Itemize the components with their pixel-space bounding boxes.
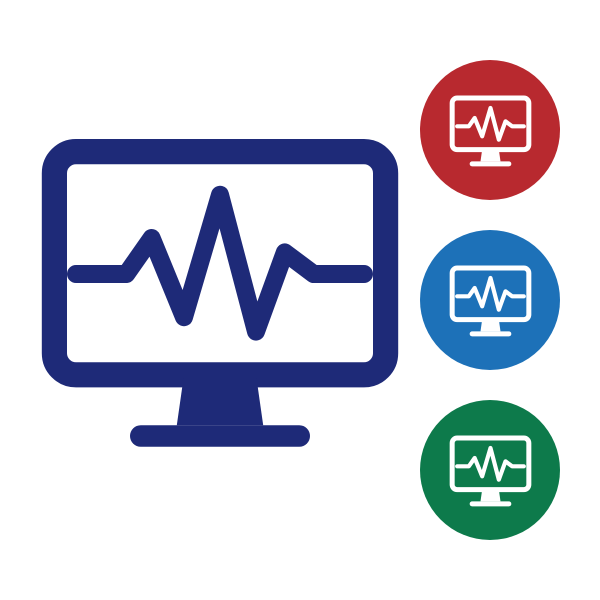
monitor-cardiogram-icon xyxy=(448,93,533,168)
swatch-green xyxy=(420,400,560,540)
monitor-cardiogram-svg xyxy=(40,130,400,454)
monitor-cardiogram-icon xyxy=(448,433,533,508)
swatch-red xyxy=(420,60,560,200)
swatch-blue xyxy=(420,230,560,370)
monitor-cardiogram-icon xyxy=(40,130,400,450)
monitor-cardiogram-icon xyxy=(448,263,533,338)
color-swatches xyxy=(420,60,560,540)
